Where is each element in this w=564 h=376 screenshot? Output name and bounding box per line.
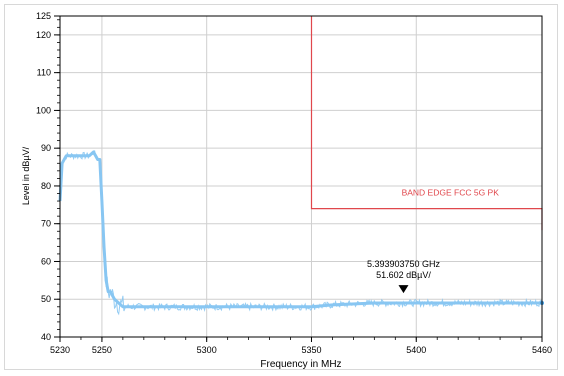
x-axis-label: Frequency in MHz [260, 359, 341, 370]
y-axis-label: Level in dBµV/ [21, 146, 31, 205]
x-tick-label: 5230 [50, 345, 70, 355]
y-tick-label: 125 [36, 11, 51, 21]
grid [59, 15, 543, 338]
x-tick-label: 5300 [197, 345, 217, 355]
x-tick-label: 5250 [92, 345, 112, 355]
annotations: BAND EDGE FCC 5G PK 5.393903750 GHz51.602… [367, 187, 500, 294]
marker-frequency-label: 5.393903750 GHz [367, 259, 441, 269]
y-tick-label: 100 [36, 105, 51, 115]
y-tick-label: 70 [41, 219, 51, 229]
measurement-trace-noise [59, 150, 543, 316]
limit-line [310, 16, 543, 231]
marker-triangle-icon [398, 285, 409, 294]
y-tick-label: 90 [41, 143, 51, 153]
y-tick-label: 120 [36, 30, 51, 40]
x-tick-label: 5350 [301, 345, 321, 355]
x-tick-label: 5400 [406, 345, 426, 355]
measurement-trace [58, 150, 542, 309]
y-tick-label: 60 [41, 256, 51, 266]
limit-label: BAND EDGE FCC 5G PK [402, 187, 500, 197]
marker-level-label: 51.602 dBµV/ [376, 270, 431, 280]
plot-border [59, 15, 543, 338]
chart-panel: 5230 5250 5300 5350 5400 5460 40 50 60 70 80 90 100 1… [4, 4, 558, 370]
traces [58, 16, 544, 316]
axes: 5230 5250 5300 5350 5400 5460 40 50 60 70 80 90 100 1… [36, 11, 552, 355]
y-tick-label: 110 [37, 68, 51, 78]
y-tick-label: 40 [41, 332, 51, 342]
y-tick-label: 50 [41, 294, 51, 304]
y-tick-label: 80 [41, 181, 51, 191]
level-vs-frequency-chart: 5230 5250 5300 5350 5400 5460 40 50 60 70 80 90 100 1… [21, 11, 552, 370]
x-tick-label: 5460 [532, 345, 552, 355]
